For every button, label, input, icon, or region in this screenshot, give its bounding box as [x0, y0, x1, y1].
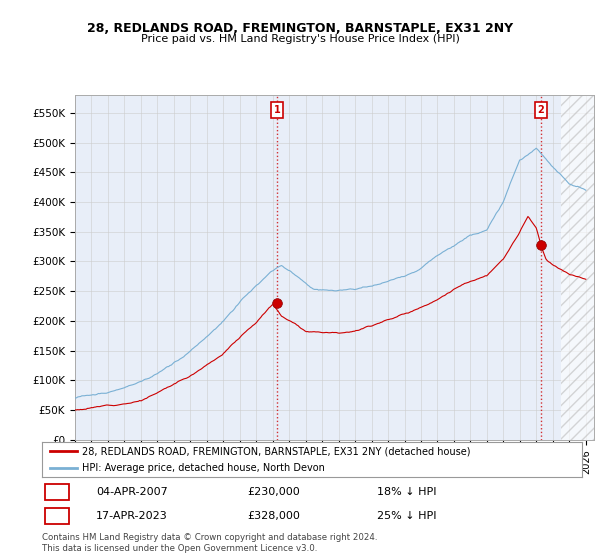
- Text: £328,000: £328,000: [247, 511, 300, 521]
- FancyBboxPatch shape: [45, 508, 69, 524]
- Text: 1: 1: [274, 105, 280, 115]
- Text: Price paid vs. HM Land Registry's House Price Index (HPI): Price paid vs. HM Land Registry's House …: [140, 34, 460, 44]
- Text: 17-APR-2023: 17-APR-2023: [96, 511, 168, 521]
- FancyBboxPatch shape: [45, 484, 69, 500]
- Text: 28, REDLANDS ROAD, FREMINGTON, BARNSTAPLE, EX31 2NY (detached house): 28, REDLANDS ROAD, FREMINGTON, BARNSTAPL…: [83, 446, 471, 456]
- Text: 18% ↓ HPI: 18% ↓ HPI: [377, 487, 436, 497]
- Text: HPI: Average price, detached house, North Devon: HPI: Average price, detached house, Nort…: [83, 463, 325, 473]
- Text: £230,000: £230,000: [247, 487, 300, 497]
- Text: 1: 1: [53, 487, 61, 497]
- Text: 2: 2: [53, 511, 61, 521]
- Text: 28, REDLANDS ROAD, FREMINGTON, BARNSTAPLE, EX31 2NY: 28, REDLANDS ROAD, FREMINGTON, BARNSTAPL…: [87, 22, 513, 35]
- Text: 2: 2: [538, 105, 544, 115]
- Text: Contains HM Land Registry data © Crown copyright and database right 2024.
This d: Contains HM Land Registry data © Crown c…: [42, 533, 377, 553]
- Text: 04-APR-2007: 04-APR-2007: [96, 487, 168, 497]
- Text: 25% ↓ HPI: 25% ↓ HPI: [377, 511, 436, 521]
